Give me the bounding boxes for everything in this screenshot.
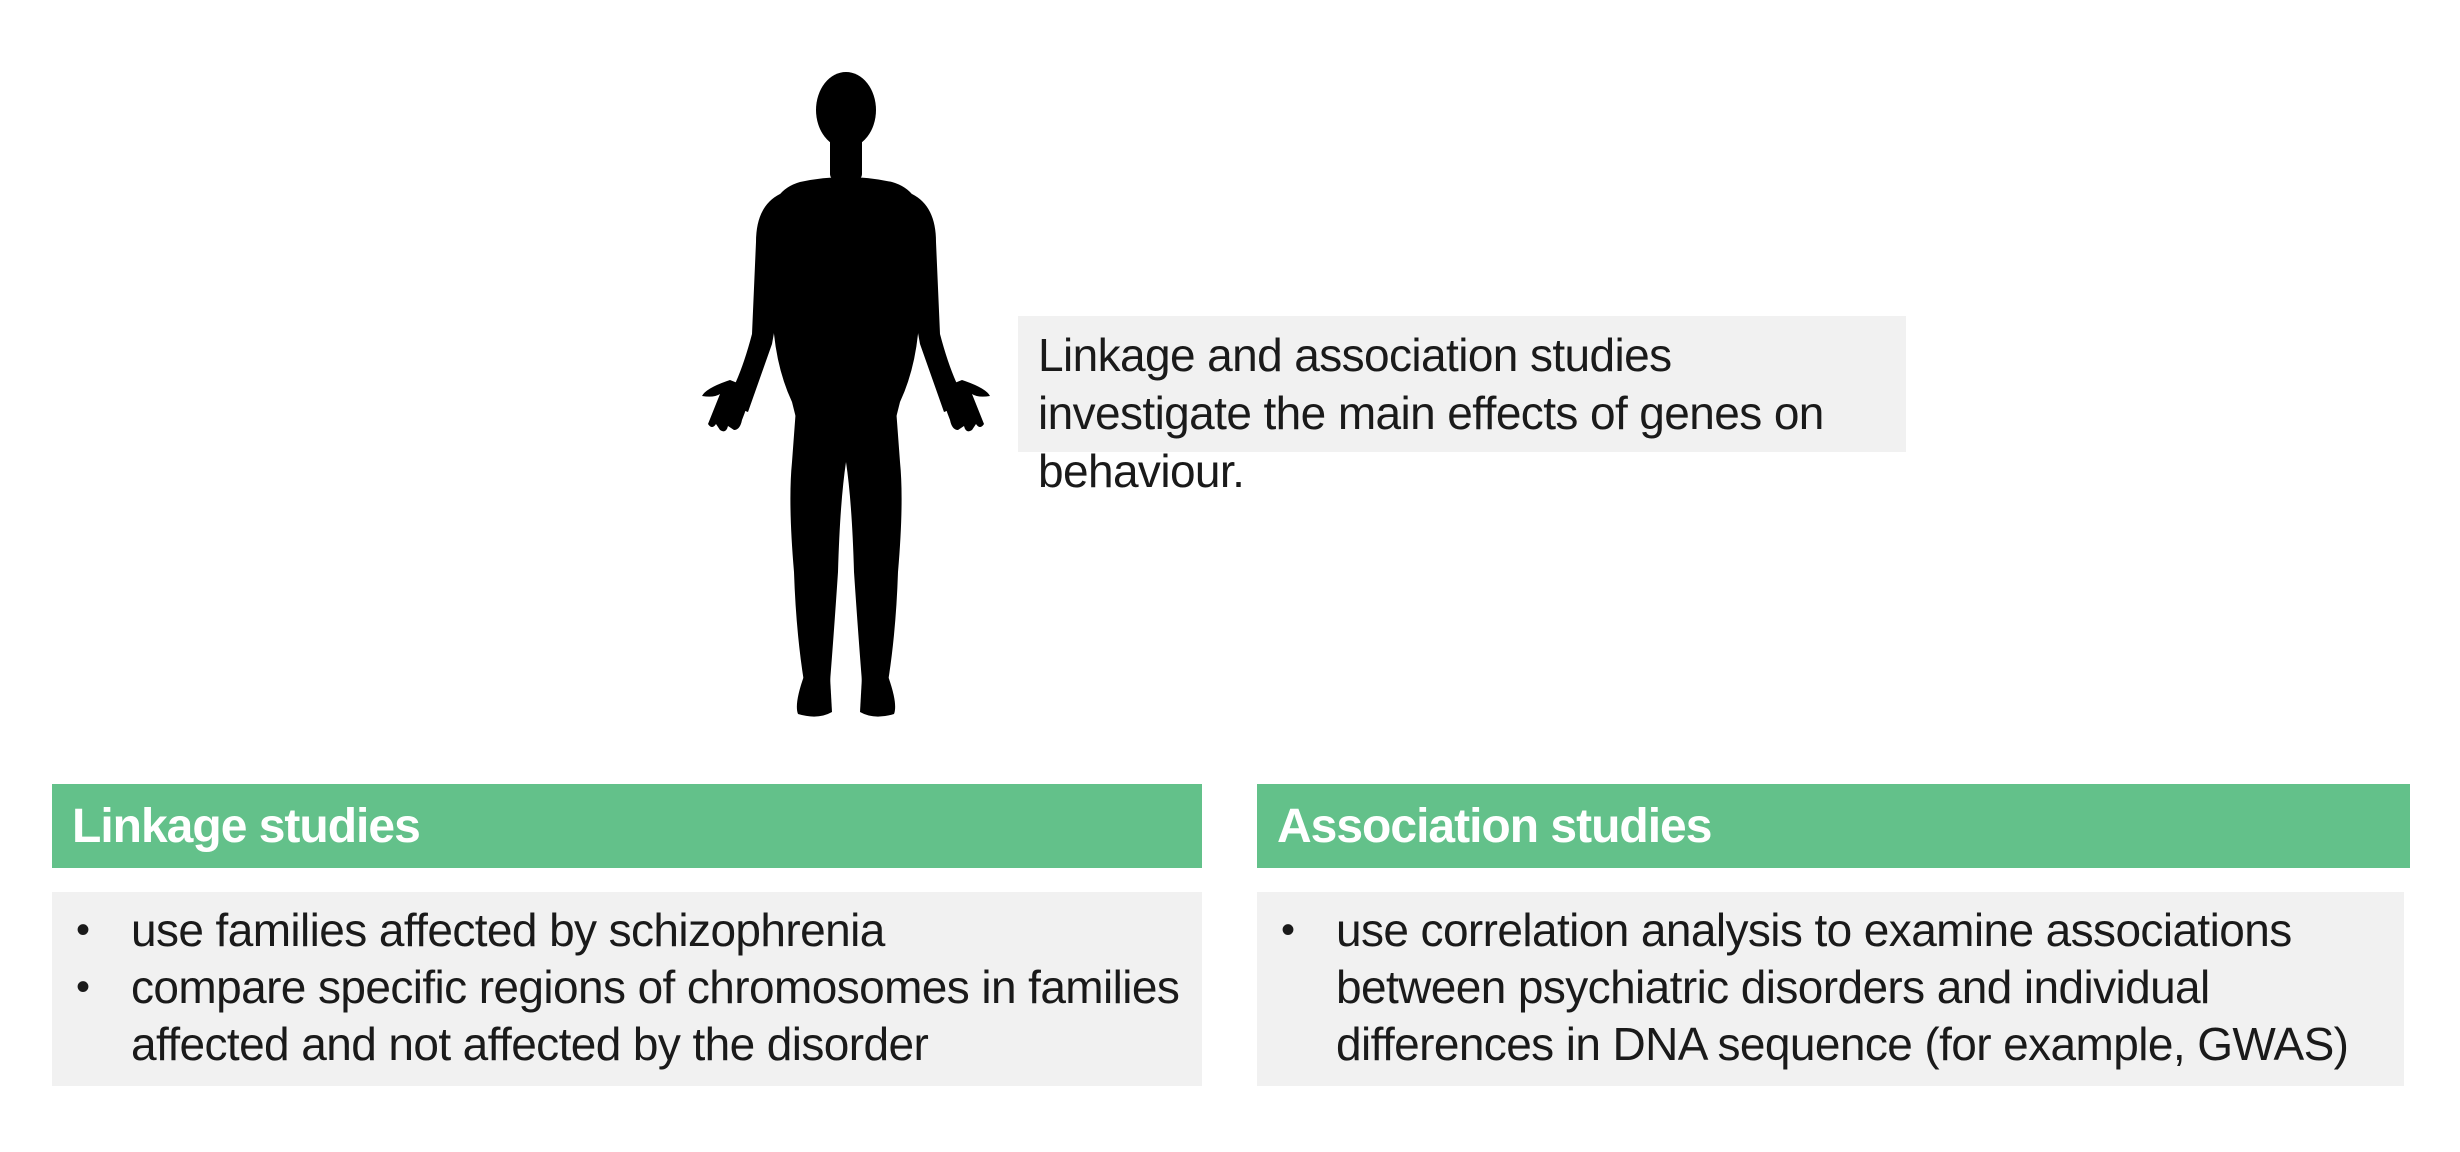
human-silhouette-icon: [700, 72, 1000, 718]
callout-box: Linkage and association studies investig…: [1018, 316, 1906, 497]
association-studies-panel: use correlation analysis to examine asso…: [1257, 892, 2404, 1086]
list-item: compare specific regions of chromosomes …: [72, 959, 1182, 1073]
association-studies-list: use correlation analysis to examine asso…: [1277, 902, 2384, 1073]
list-item: use correlation analysis to examine asso…: [1277, 902, 2384, 1073]
callout-text: Linkage and association studies investig…: [1038, 329, 1824, 497]
association-studies-title: Association studies: [1277, 799, 1712, 853]
linkage-studies-header: Linkage studies: [52, 784, 1202, 868]
linkage-studies-title: Linkage studies: [72, 799, 421, 853]
list-item: use families affected by schizophrenia: [72, 902, 1182, 959]
association-studies-header: Association studies: [1257, 784, 2410, 868]
linkage-studies-list: use families affected by schizophrenia c…: [72, 902, 1182, 1073]
linkage-studies-panel: use families affected by schizophrenia c…: [52, 892, 1202, 1086]
